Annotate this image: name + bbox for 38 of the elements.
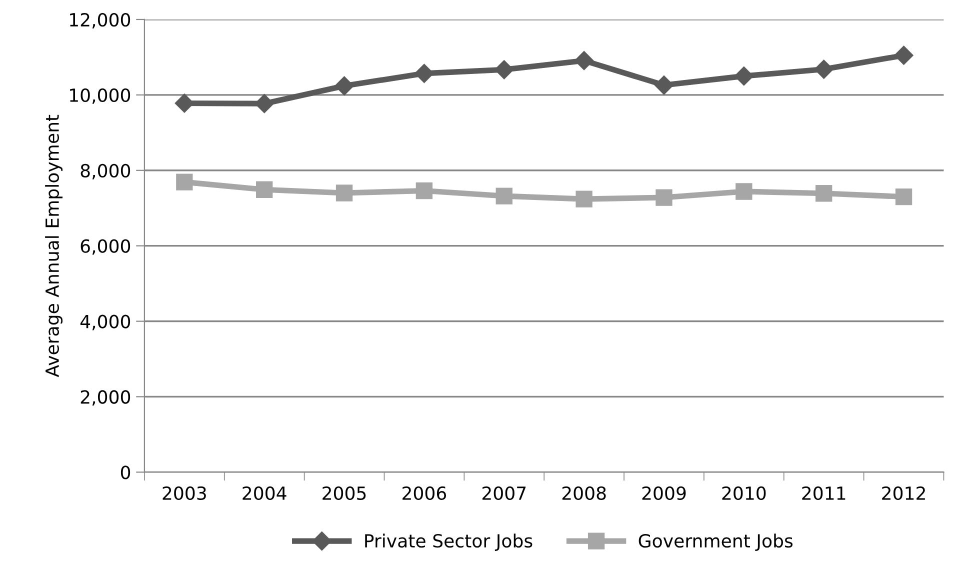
y-tick-label: 4,000 — [80, 314, 130, 330]
point — [334, 76, 354, 96]
point — [176, 174, 193, 190]
point — [814, 60, 834, 79]
x-tick-label: 2012 — [882, 486, 925, 500]
x-tick-label: 2006 — [402, 486, 446, 500]
point — [336, 184, 353, 202]
point — [576, 190, 592, 208]
point — [416, 182, 433, 200]
y-tick-label: 6,000 — [80, 239, 130, 255]
point — [494, 60, 514, 80]
point — [736, 183, 752, 200]
x-tick-label: 2010 — [722, 486, 766, 500]
x-tick-label: 2011 — [802, 486, 846, 500]
x-tick-label: 2004 — [242, 486, 286, 500]
y-tick-label: 12,000 — [70, 12, 130, 28]
x-tick-label: 2008 — [562, 486, 606, 500]
x-tick-label: 2005 — [322, 486, 366, 500]
y-tick-label: 10,000 — [70, 88, 130, 104]
y-tick-label: 8,000 — [80, 164, 130, 180]
x-tick-label: 2007 — [482, 486, 526, 500]
y-axis-title: Average Annual Employment — [45, 114, 63, 378]
point — [654, 76, 674, 95]
point — [895, 188, 912, 206]
point — [894, 46, 914, 65]
point — [656, 189, 672, 206]
point — [734, 66, 754, 86]
point — [256, 181, 273, 198]
point — [414, 64, 434, 83]
legend-label: Government Jobs — [638, 534, 793, 551]
y-tick-label: 0 — [120, 466, 130, 480]
y-tick-label: 2,000 — [80, 390, 130, 406]
legend-label: Private Sector Jobs — [365, 534, 532, 551]
point — [496, 188, 512, 204]
x-tick-label: 2003 — [162, 486, 206, 500]
point — [816, 185, 832, 202]
x-tick-label: 2009 — [642, 486, 686, 500]
point — [574, 51, 594, 70]
